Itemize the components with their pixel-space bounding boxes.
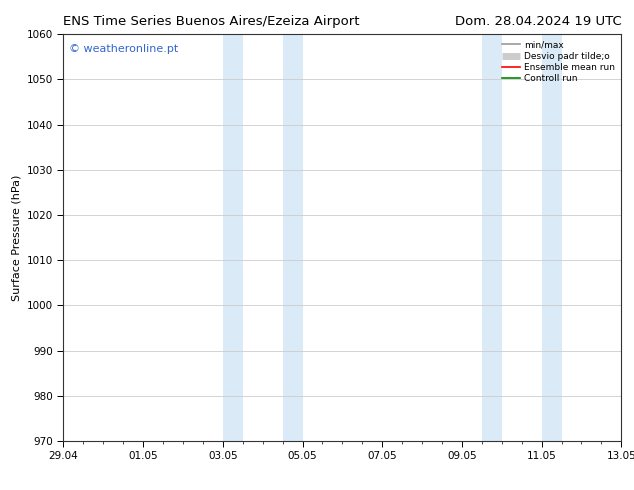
Text: ENS Time Series Buenos Aires/Ezeiza Airport: ENS Time Series Buenos Aires/Ezeiza Airp… xyxy=(63,15,360,28)
Bar xyxy=(283,34,302,441)
Bar xyxy=(223,34,243,441)
Text: Dom. 28.04.2024 19 UTC: Dom. 28.04.2024 19 UTC xyxy=(455,15,621,28)
Text: © weatheronline.pt: © weatheronline.pt xyxy=(69,45,178,54)
Legend: min/max, Desvio padr tilde;o, Ensemble mean run, Controll run: min/max, Desvio padr tilde;o, Ensemble m… xyxy=(500,39,617,85)
Bar xyxy=(541,34,562,441)
Y-axis label: Surface Pressure (hPa): Surface Pressure (hPa) xyxy=(11,174,21,301)
Bar xyxy=(482,34,501,441)
